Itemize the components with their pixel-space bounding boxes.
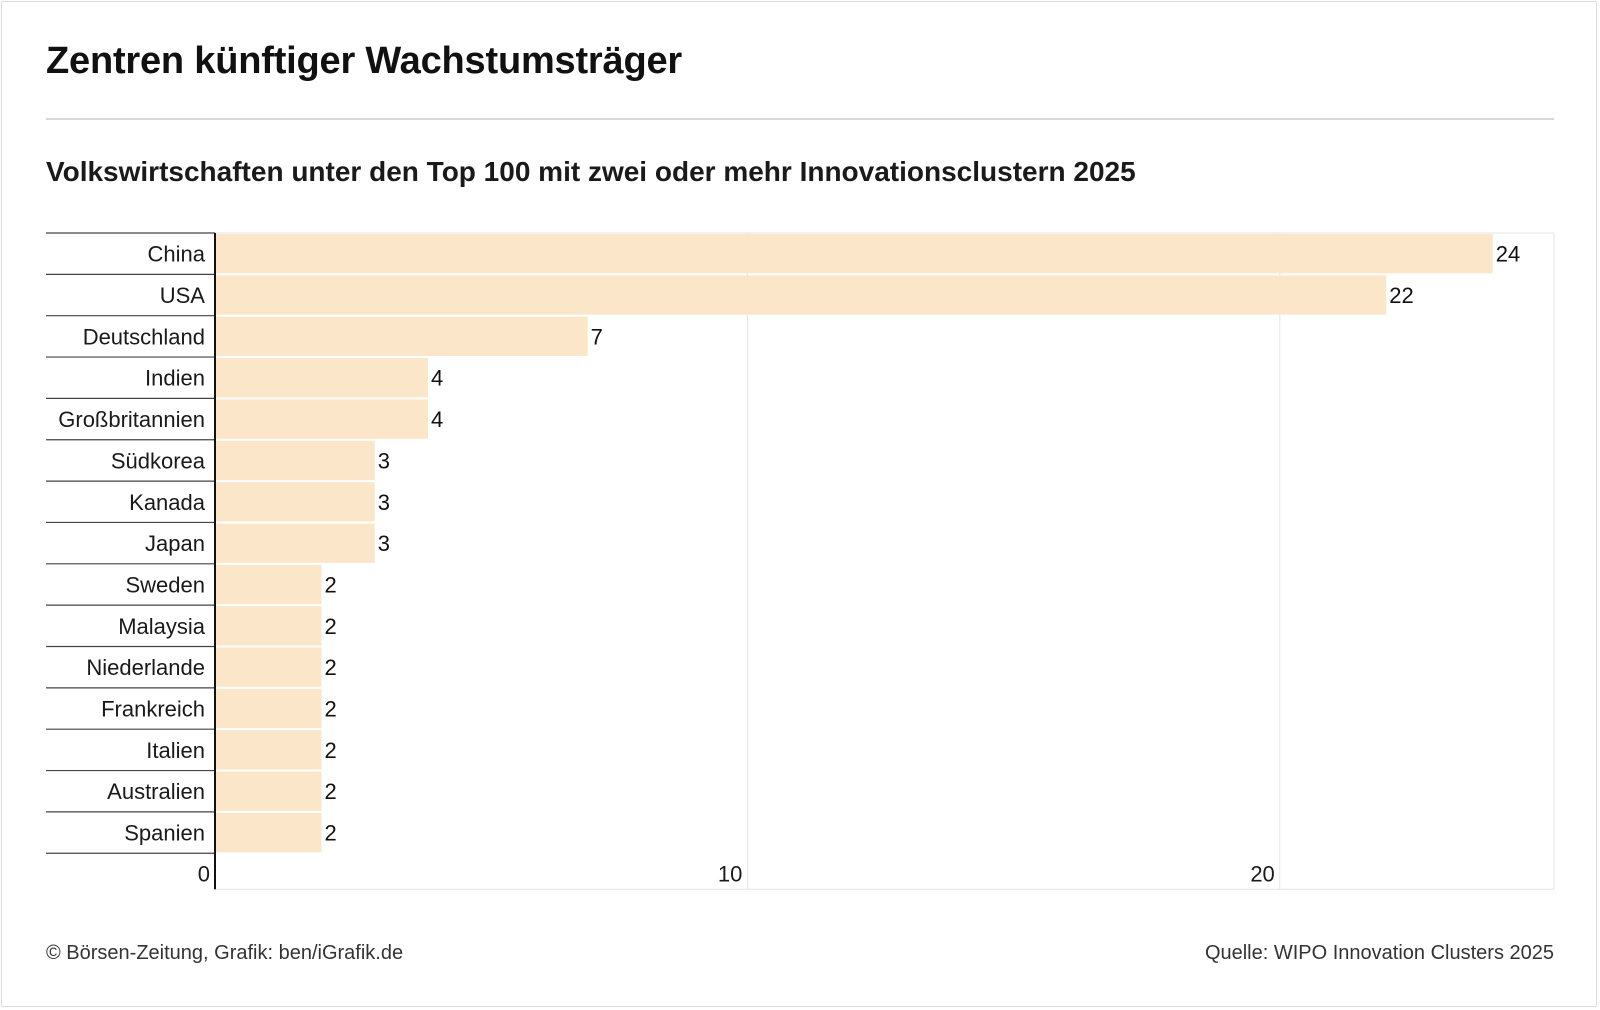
value-label: 2: [324, 614, 336, 639]
value-label: 2: [324, 738, 336, 763]
bar-niederlande: [215, 647, 322, 687]
bar-australien: [215, 771, 322, 811]
category-label: USA: [160, 283, 206, 308]
bar-italien: [215, 730, 322, 770]
category-label: China: [148, 242, 206, 267]
value-label: 2: [324, 655, 336, 680]
source-text: Quelle: WIPO Innovation Clusters 2025: [1204, 942, 1554, 964]
bar-südkorea: [215, 440, 375, 481]
bar-malaysia: [215, 606, 322, 646]
category-label: Kanada: [129, 490, 206, 515]
category-label: Japan: [145, 531, 205, 556]
value-label: 2: [324, 779, 336, 804]
bar-indien: [215, 358, 428, 398]
category-label: Niederlande: [86, 655, 205, 680]
value-label: 3: [378, 531, 390, 556]
x-tick-label: 20: [1250, 861, 1274, 886]
category-label: Deutschland: [83, 324, 205, 349]
value-label: 3: [378, 490, 390, 515]
chart-subtitle: Volkswirtschaften unter den Top 100 mit …: [46, 156, 1136, 187]
value-label: 22: [1389, 283, 1413, 308]
value-label: 3: [378, 448, 390, 473]
category-label: Spanien: [124, 821, 205, 846]
value-label: 7: [591, 324, 603, 349]
value-label: 24: [1496, 242, 1520, 267]
x-tick-label: 0: [198, 861, 210, 886]
category-label: Australien: [107, 779, 205, 804]
bar-china: [215, 234, 1493, 274]
category-label: Italien: [146, 738, 205, 763]
value-label: 4: [431, 407, 443, 432]
chart-title: Zentren künftiger Wachstumsträger: [46, 40, 682, 82]
category-label: Indien: [145, 366, 205, 391]
category-label: Südkorea: [111, 448, 206, 473]
category-label: Frankreich: [101, 697, 205, 722]
bar-usa: [215, 275, 1387, 315]
category-label: Großbritannien: [58, 407, 205, 432]
category-label: Malaysia: [118, 614, 206, 639]
bar-großbritannien: [215, 399, 428, 439]
bar-sweden: [215, 564, 322, 605]
value-label: 4: [431, 366, 443, 391]
bar-japan: [215, 523, 375, 563]
value-label: 2: [324, 572, 336, 597]
bar-kanada: [215, 482, 375, 522]
title-divider: [46, 118, 1554, 120]
bar-frankreich: [215, 688, 322, 729]
category-label: Sweden: [125, 572, 205, 597]
x-tick-label: 10: [718, 861, 742, 886]
bar-deutschland: [215, 316, 588, 357]
value-label: 2: [324, 697, 336, 722]
bar-spanien: [215, 812, 322, 853]
credit-text: © Börsen-Zeitung, Grafik: ben/iGrafik.de: [46, 942, 404, 964]
value-label: 2: [324, 821, 336, 846]
